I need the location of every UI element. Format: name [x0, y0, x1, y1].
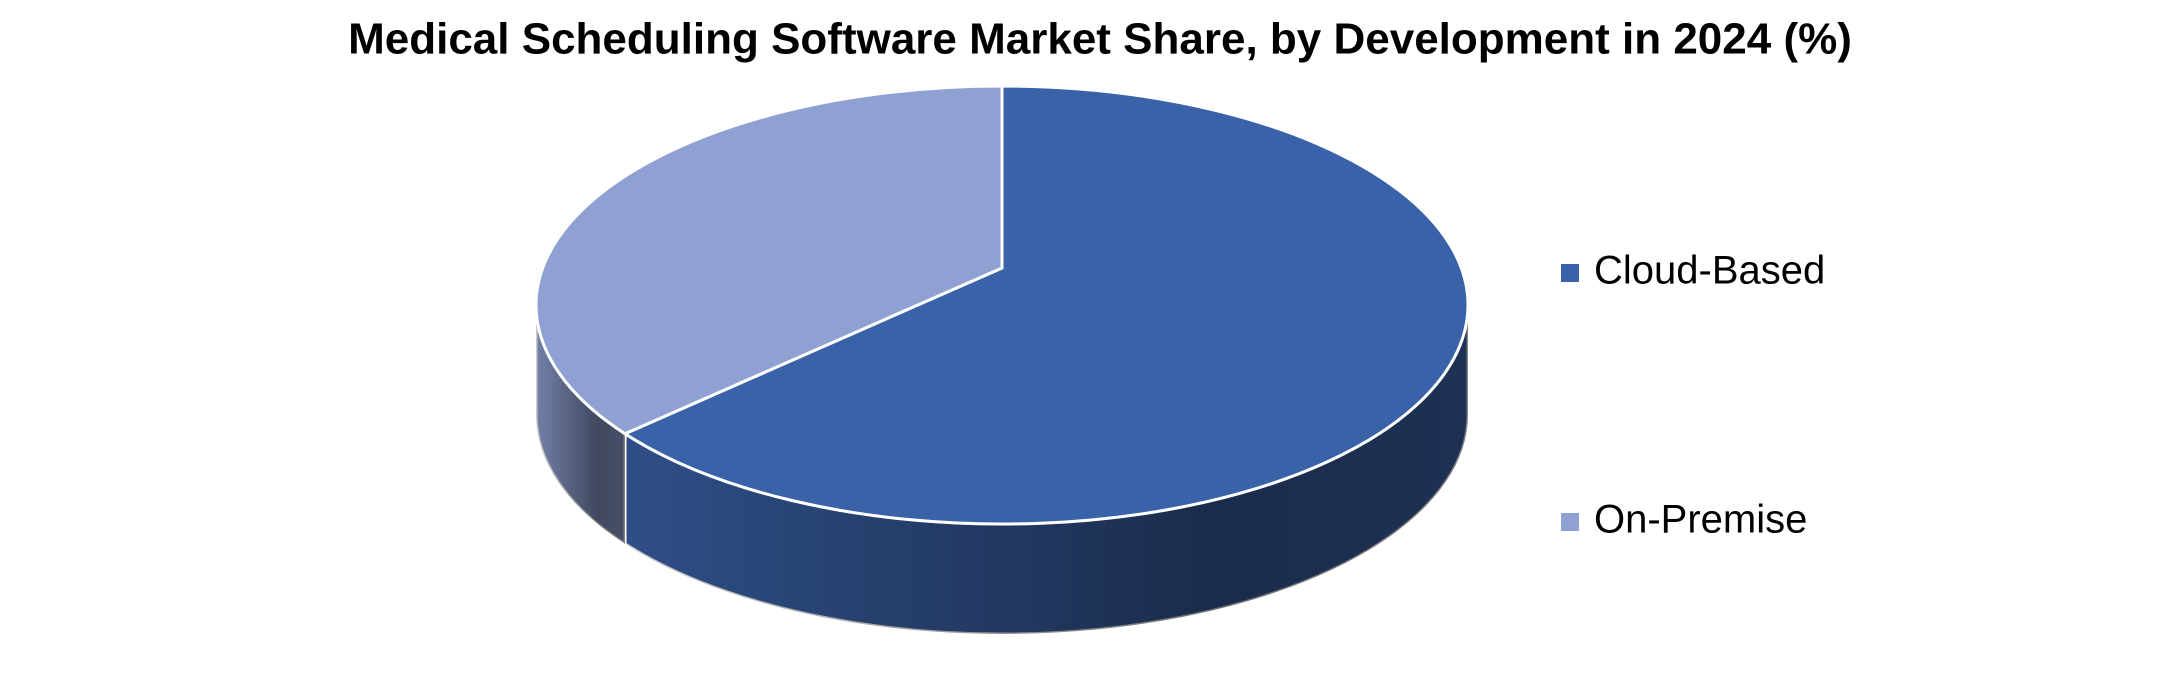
legend-swatch [1561, 513, 1579, 531]
pie-slice [621, 84, 1470, 526]
legend: Cloud-Based On-Premise [1561, 249, 1825, 542]
pie-side-shade [624, 305, 1468, 634]
legend-label: Cloud-Based [1594, 249, 1825, 293]
legend-swatch [1561, 264, 1579, 282]
legend-label: On-Premise [1594, 498, 1807, 542]
pie-side-shade [536, 305, 625, 544]
pie-slice [534, 84, 1004, 436]
pie-tops [534, 84, 1470, 526]
chart-title: Medical Scheduling Software Market Share… [348, 15, 1852, 64]
